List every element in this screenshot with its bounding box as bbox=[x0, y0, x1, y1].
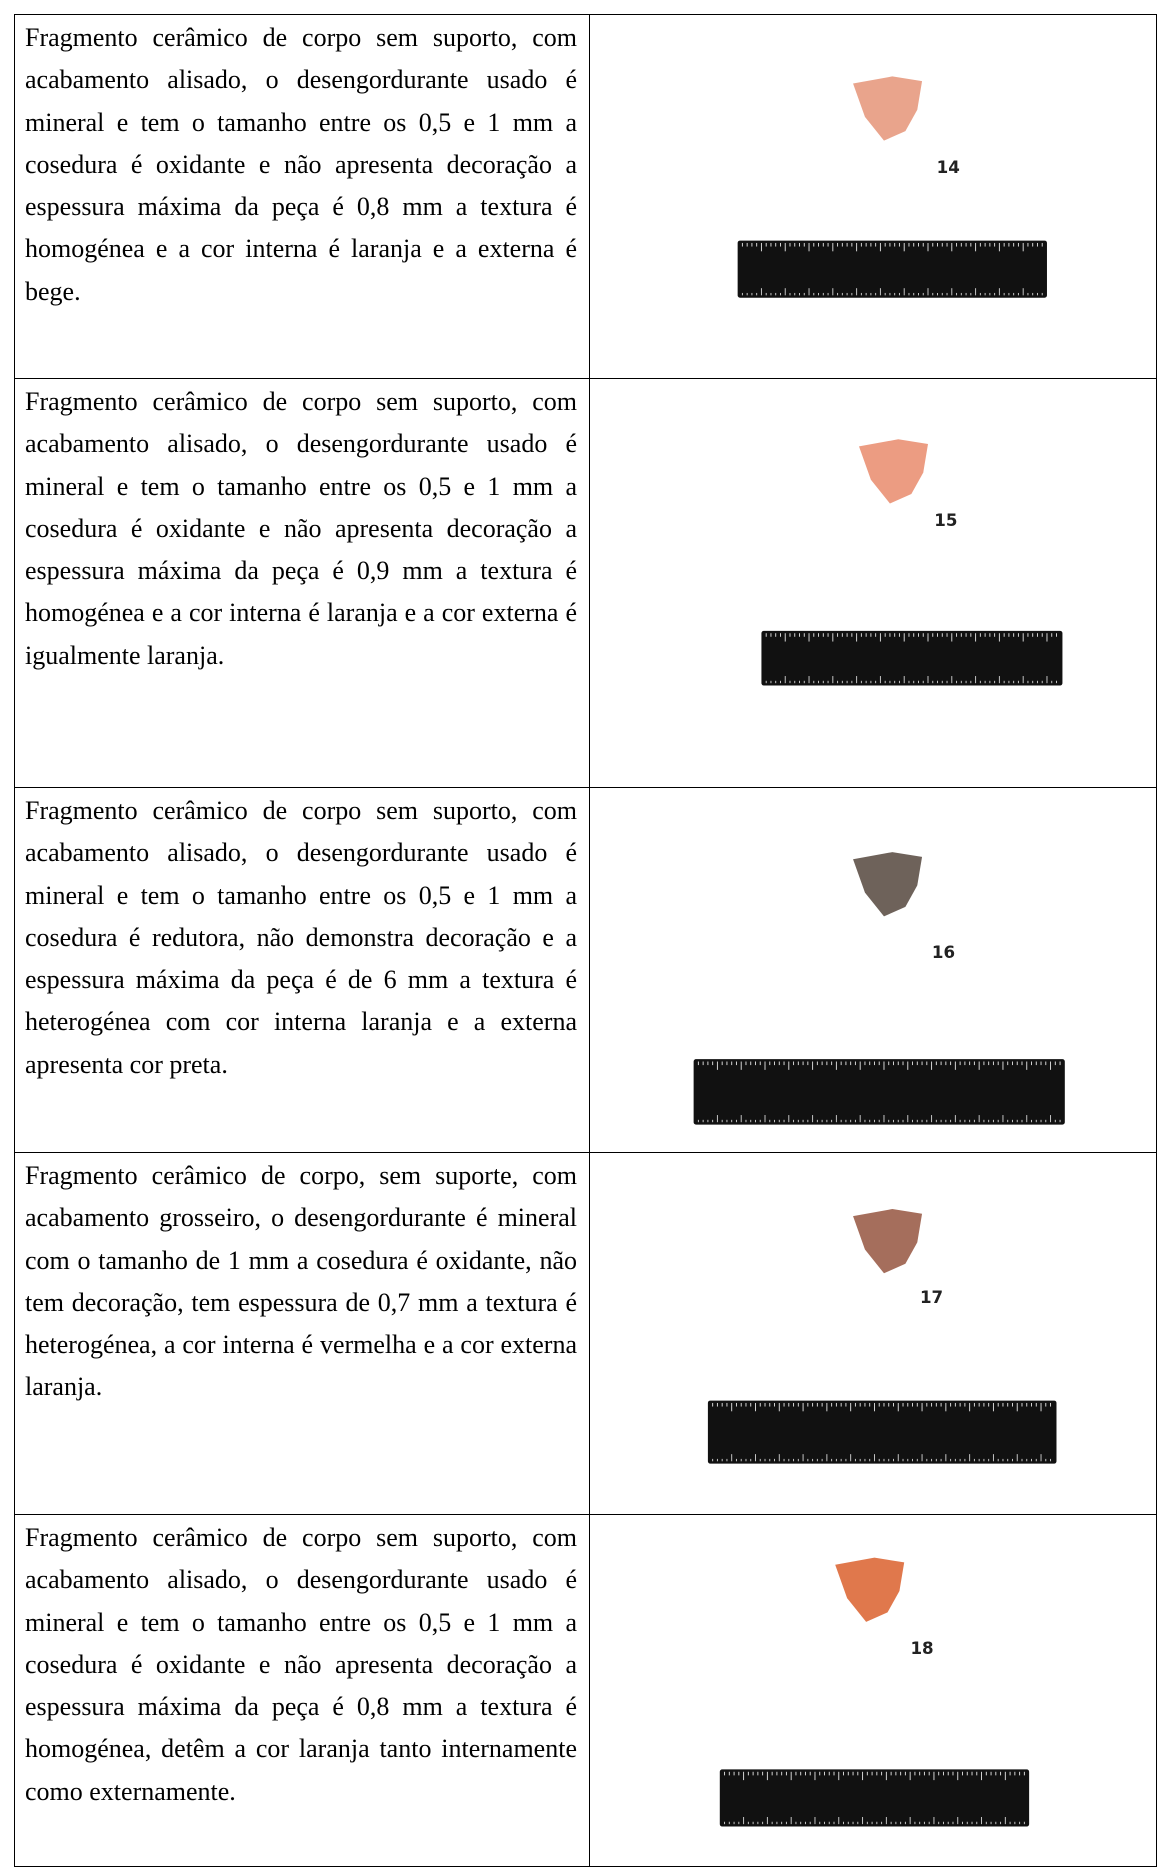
artifact: 16 bbox=[693, 852, 1065, 1125]
specimen-number: 14 bbox=[937, 158, 960, 177]
sherd bbox=[853, 1209, 923, 1274]
description-cell: Fragmento cerâmico de corpo sem suporto,… bbox=[14, 1514, 590, 1867]
image-cell bbox=[589, 14, 1157, 379]
description-cell: Fragmento cerâmico de corpo, sem suporte… bbox=[14, 1152, 590, 1515]
artifact: 14 bbox=[737, 76, 1047, 298]
sherd bbox=[858, 439, 928, 504]
description: Fragmento cerâmico de corpo, sem suporte… bbox=[25, 1161, 577, 1402]
row: Fragmento cerâmico de corpo, sem suporte… bbox=[14, 1152, 1157, 1515]
scale-ruler bbox=[761, 630, 1063, 686]
description: Fragmento cerâmico de corpo sem suporto,… bbox=[25, 387, 577, 670]
artifact: 17 bbox=[707, 1209, 1057, 1464]
sherd bbox=[853, 76, 923, 141]
sherd bbox=[835, 1557, 905, 1622]
description-cell: Fragmento cerâmico de corpo sem suporto,… bbox=[14, 378, 590, 788]
specimen-number: 15 bbox=[934, 511, 957, 530]
description-cell: Fragmento cerâmico de corpo sem suporto,… bbox=[14, 14, 590, 379]
sherd bbox=[853, 852, 923, 917]
specimen-number: 17 bbox=[920, 1288, 943, 1307]
specimen-number: 18 bbox=[910, 1639, 933, 1658]
scale-ruler bbox=[693, 1059, 1065, 1125]
description: Fragmento cerâmico de corpo sem suporto,… bbox=[25, 23, 577, 306]
artifact: 15 bbox=[761, 439, 1063, 686]
specimen-number: 16 bbox=[932, 943, 955, 962]
artifact: 18 bbox=[719, 1557, 1030, 1827]
row: Fragmento cerâmico de corpo sem suporto,… bbox=[14, 14, 1157, 379]
scale-ruler bbox=[719, 1769, 1030, 1827]
description: Fragmento cerâmico de corpo sem suporto,… bbox=[25, 796, 577, 1079]
scale-ruler bbox=[737, 240, 1047, 298]
description: Fragmento cerâmico de corpo sem suporto,… bbox=[25, 1523, 577, 1806]
scale-ruler bbox=[707, 1400, 1057, 1464]
